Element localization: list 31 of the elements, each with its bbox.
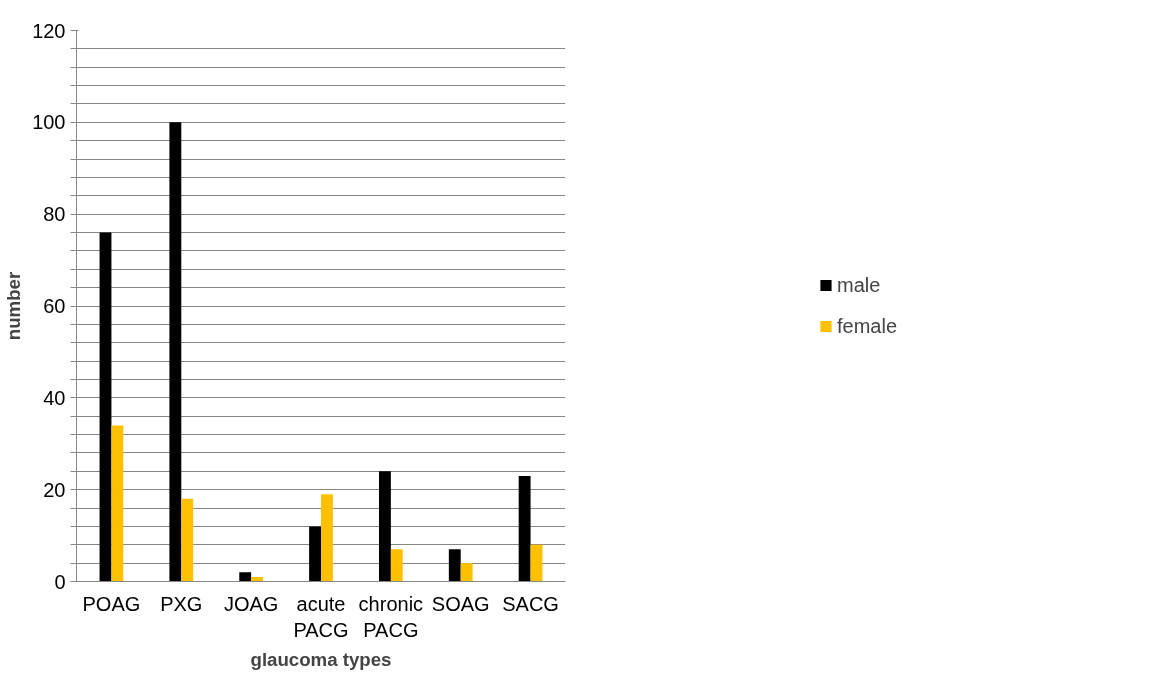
x-tick-label: PXG bbox=[160, 592, 203, 615]
bar bbox=[448, 549, 461, 582]
bar bbox=[309, 526, 321, 582]
y-axis-title: number bbox=[3, 271, 25, 341]
legend-label: male bbox=[836, 273, 881, 297]
x-tick-label: JOAG bbox=[223, 592, 279, 615]
bar bbox=[111, 425, 124, 582]
y-tick-label: 120 bbox=[32, 19, 66, 42]
bar bbox=[321, 494, 333, 582]
y-tick-label: 0 bbox=[54, 570, 66, 593]
bar bbox=[530, 544, 543, 582]
legend-label: female bbox=[836, 314, 898, 338]
x-axis-title: glaucoma types bbox=[250, 648, 392, 670]
x-tick-label: SOAG bbox=[431, 592, 490, 615]
x-tick-label: POAG bbox=[82, 592, 141, 615]
y-tick-label: 80 bbox=[43, 203, 66, 226]
bar bbox=[169, 122, 182, 582]
bar bbox=[390, 549, 403, 582]
y-tick-label: 20 bbox=[43, 478, 66, 501]
bar bbox=[181, 498, 194, 582]
y-tick-label: 60 bbox=[43, 295, 66, 317]
bar bbox=[518, 475, 531, 582]
x-tick-label: chronic PACG bbox=[358, 592, 424, 641]
bar bbox=[460, 563, 473, 582]
x-tick-label: acute PACG bbox=[293, 592, 349, 641]
bar bbox=[239, 572, 252, 582]
x-tick-label: SACG bbox=[502, 592, 559, 615]
bar bbox=[99, 232, 112, 582]
y-tick-label: 40 bbox=[43, 386, 66, 409]
bar bbox=[378, 471, 391, 582]
y-tick-label: 100 bbox=[32, 111, 66, 134]
